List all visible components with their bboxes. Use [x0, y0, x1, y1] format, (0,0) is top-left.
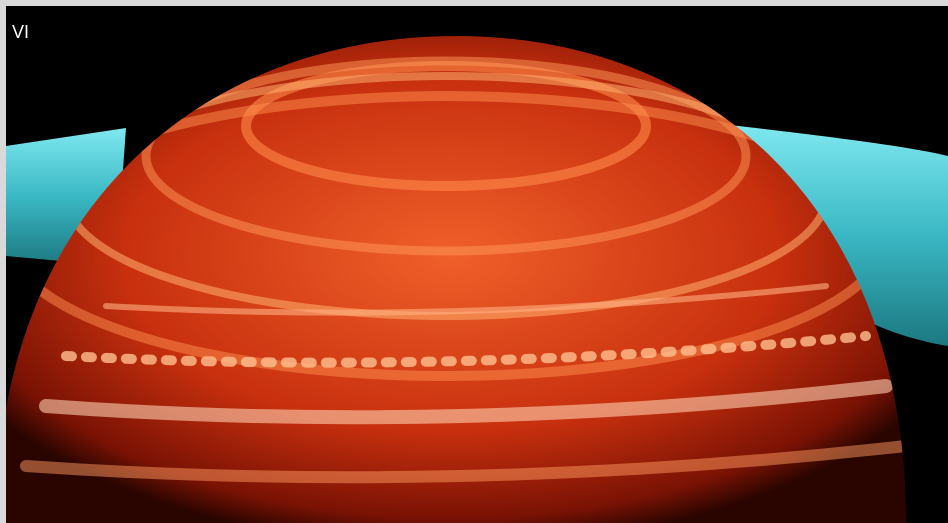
image-label: VI [12, 22, 30, 42]
saturn-image [6, 36, 948, 523]
image-frame: VI [6, 6, 948, 523]
planet [6, 36, 906, 523]
